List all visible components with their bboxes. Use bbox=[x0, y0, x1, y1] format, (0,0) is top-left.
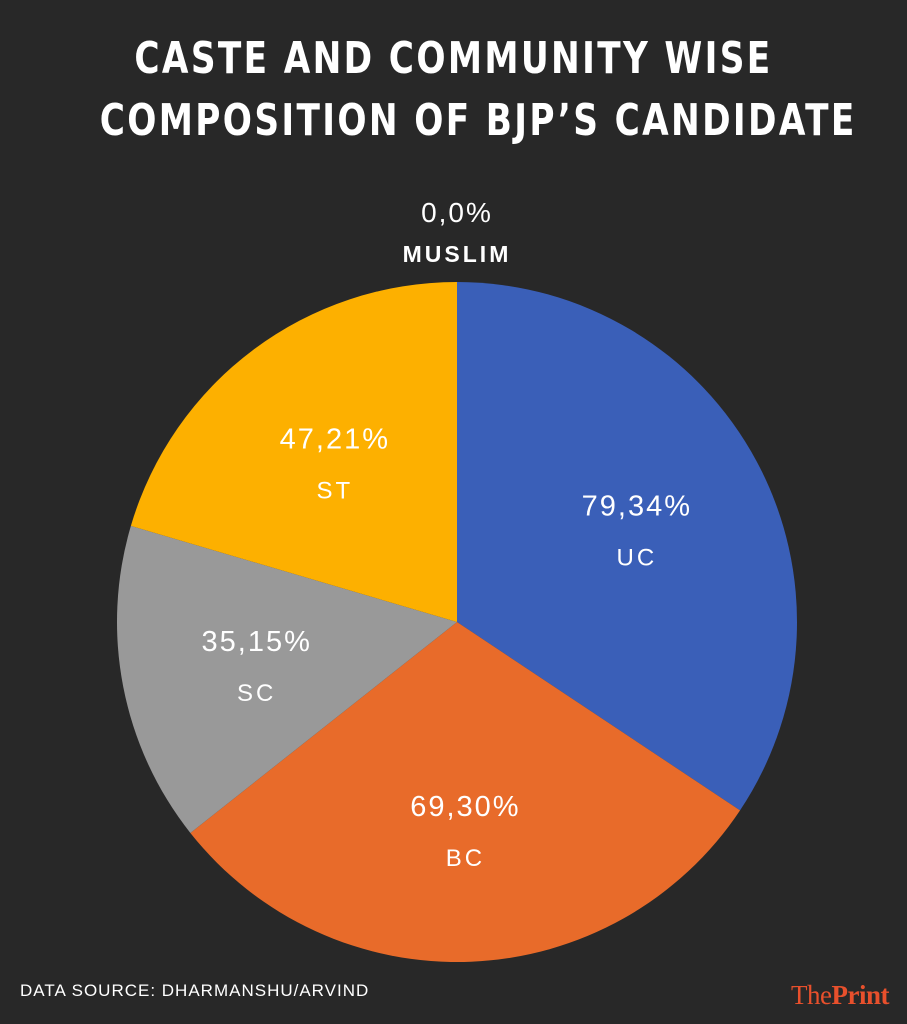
slice-category-label-uc: UC bbox=[616, 545, 657, 572]
title-line-2: COMPOSITION OF BJP’S CANDIDATE bbox=[99, 95, 857, 146]
title-line-1: CASTE AND COMMUNITY WISE bbox=[134, 33, 773, 84]
logo-the: The bbox=[791, 980, 832, 1010]
theprint-logo: ThePrint bbox=[791, 980, 889, 1011]
chart-title: CASTE AND COMMUNITY WISE COMPOSITION OF … bbox=[99, 28, 857, 152]
slice-value-label-sc: 35,15% bbox=[202, 626, 312, 658]
data-source-note: DATA SOURCE: DHARMANSHU/ARVIND bbox=[20, 981, 370, 1000]
slice-category-label-bc: BC bbox=[446, 845, 485, 872]
pie-slice-st bbox=[130, 282, 457, 622]
slice-value-label-muslim: 0,0% bbox=[421, 197, 493, 228]
pie-slice-sc bbox=[116, 525, 458, 833]
slice-category-label-st: ST bbox=[317, 478, 354, 505]
slice-value-label-st: 47,21% bbox=[280, 424, 390, 456]
slice-category-label-sc: SC bbox=[237, 680, 276, 707]
pie-slice-uc bbox=[457, 282, 798, 811]
slice-value-label-uc: 79,34% bbox=[582, 491, 692, 523]
slice-category-label-muslim: MUSLIM bbox=[403, 241, 512, 267]
logo-print: Print bbox=[831, 980, 890, 1010]
slice-value-label-bc: 69,30% bbox=[410, 791, 520, 823]
pie-slice-bc bbox=[190, 622, 741, 962]
